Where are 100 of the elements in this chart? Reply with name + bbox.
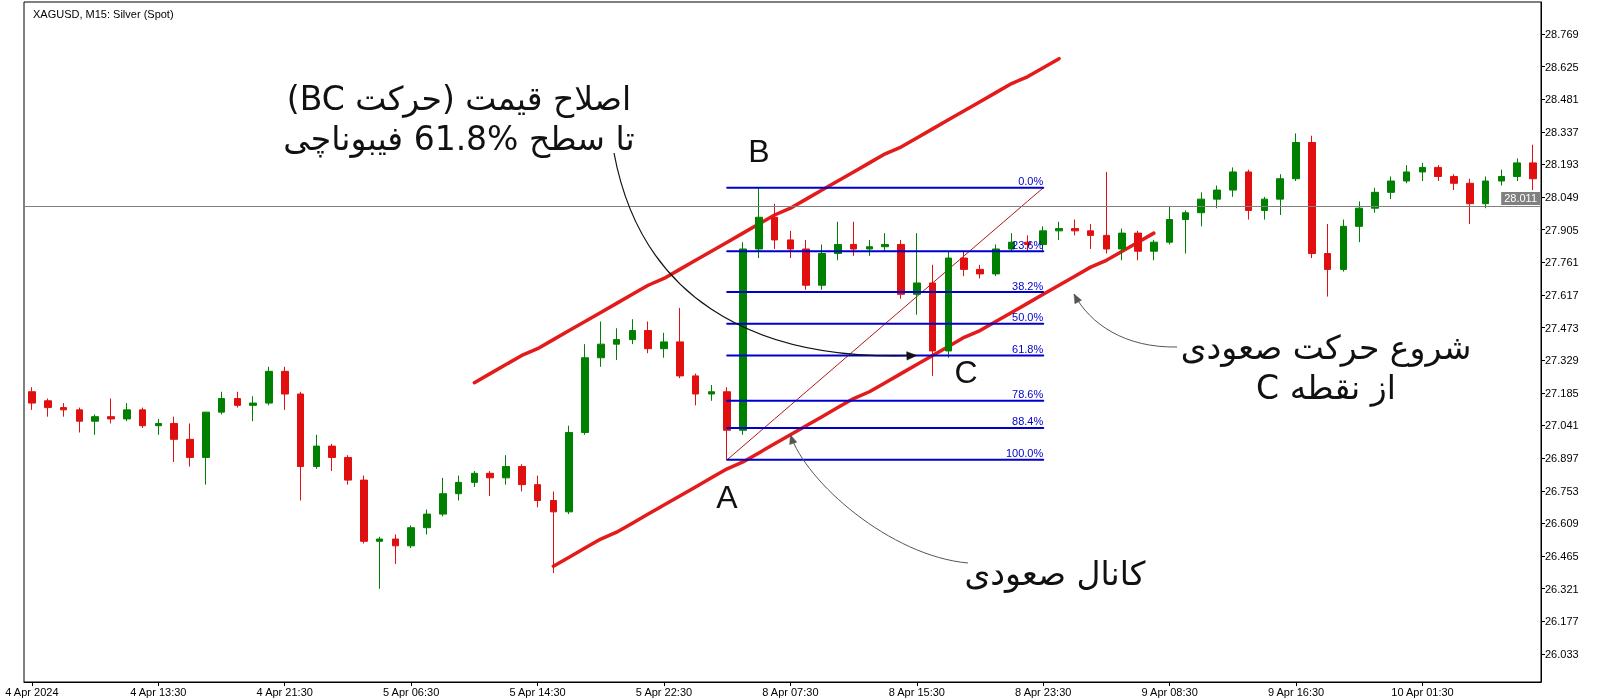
ref-line-label: 28.011 (1504, 192, 1537, 205)
candlestick (1419, 162, 1426, 182)
candlestick (486, 470, 494, 497)
candlestick (502, 454, 510, 486)
y-tick-label: 26.177 (1545, 615, 1579, 628)
candlestick (581, 343, 589, 436)
candlestick (297, 391, 304, 501)
candlestick (44, 398, 52, 418)
candlestick (1245, 169, 1252, 221)
candlestick (1434, 164, 1442, 182)
candlestick (202, 411, 210, 486)
candlestick (360, 475, 368, 545)
candlestick (155, 418, 162, 436)
candlestick (471, 470, 478, 488)
x-tick-label: 10 Apr 01:30 (1391, 685, 1454, 698)
x-tick-label: 4 Apr 21:30 (256, 685, 313, 698)
x-tick-label: 4 Apr 13:30 (130, 685, 187, 698)
candlestick (1182, 209, 1189, 255)
x-tick-label: 9 Apr 08:30 (1141, 685, 1198, 698)
y-tick-label: 28.337 (1545, 125, 1579, 138)
y-tick-label: 27.761 (1545, 256, 1579, 269)
candlestick (186, 422, 194, 468)
candlestick (992, 243, 1000, 277)
candlestick (107, 398, 115, 424)
candlestick (534, 475, 541, 508)
candlestick (723, 386, 731, 461)
candlestick (676, 307, 684, 379)
candlestick (328, 443, 336, 472)
candlestick (629, 318, 636, 345)
y-tick-label: 28.049 (1545, 191, 1579, 204)
candlestick (644, 320, 652, 354)
candlestick (1513, 157, 1521, 182)
candlestick (1324, 223, 1331, 298)
candlestick (123, 402, 131, 422)
candlestick (439, 477, 447, 517)
y-tick-label: 27.905 (1545, 223, 1579, 236)
x-tick-label: 4 Apr 2024 (5, 685, 59, 698)
candlestick (218, 391, 225, 415)
candlestick (455, 475, 462, 501)
candlestick (1308, 135, 1316, 259)
y-tick-label: 27.617 (1545, 288, 1579, 301)
candlestick (1292, 132, 1300, 182)
x-tick-label: 5 Apr 14:30 (509, 685, 566, 698)
candlestick (1261, 196, 1268, 221)
candlestick (1355, 200, 1363, 243)
candlestick (945, 250, 952, 359)
candlestick (1055, 221, 1063, 241)
candlestick (423, 509, 431, 535)
candlestick (850, 221, 857, 257)
y-tick-label: 28.625 (1545, 60, 1579, 73)
candlestick (1371, 187, 1379, 214)
candlestick (1529, 144, 1537, 191)
candlestick (913, 232, 921, 316)
candlestick (802, 239, 810, 291)
candlestick (755, 187, 763, 259)
candlestick (771, 203, 778, 250)
y-tick-label: 26.753 (1545, 484, 1579, 497)
candlestick (787, 230, 794, 259)
candlestick (1450, 173, 1458, 191)
annotation: A (716, 477, 738, 517)
candlestick (976, 264, 984, 279)
candlestick (1118, 228, 1126, 261)
y-tick-label: 27.185 (1545, 386, 1579, 399)
y-tick-label: 26.321 (1545, 582, 1579, 595)
text: XAGUSD, M15: Silver (Spot) (33, 7, 174, 20)
x-tick-label: 5 Apr 06:30 (383, 685, 440, 698)
candlestick (692, 373, 699, 406)
annotation: شروع حرکت صعودی از نقطه C (1180, 328, 1472, 408)
y-tick-label: 28.769 (1545, 27, 1579, 40)
candlestick (929, 264, 936, 377)
annotation: C (954, 352, 978, 392)
x-tick-label: 9 Apr 16:30 (1267, 685, 1325, 698)
candlestick (1150, 239, 1158, 261)
series-label: 38.2% (1012, 279, 1044, 292)
candlestick (170, 416, 178, 463)
series-label: 50.0% (1012, 311, 1044, 324)
candlestick (708, 384, 715, 402)
candlestick (1213, 185, 1221, 209)
annotation: کانال صعودی (964, 554, 1146, 594)
candlestick (660, 332, 668, 359)
y-tick-label: 26.465 (1545, 550, 1579, 563)
candlestick (265, 366, 273, 406)
y-tick-label: 28.481 (1545, 93, 1579, 106)
candlestick (1276, 173, 1284, 216)
candlestick (1498, 169, 1505, 187)
annotation: B (748, 131, 770, 171)
candlestick (139, 407, 146, 429)
series-label: 100.0% (1005, 447, 1044, 460)
series-label: 88.4% (1012, 415, 1044, 428)
candlestick (1197, 191, 1205, 227)
x-tick-label: 8 Apr 23:30 (1015, 685, 1072, 698)
candlestick (960, 250, 968, 277)
candlestick (613, 327, 620, 361)
candlestick (565, 425, 573, 515)
candlestick (1340, 219, 1347, 273)
x-tick-label: 8 Apr 15:30 (888, 685, 945, 698)
candlestick (818, 243, 826, 291)
candlestick (1387, 175, 1395, 200)
line-series (726, 187, 1044, 461)
candlestick (1229, 166, 1237, 198)
